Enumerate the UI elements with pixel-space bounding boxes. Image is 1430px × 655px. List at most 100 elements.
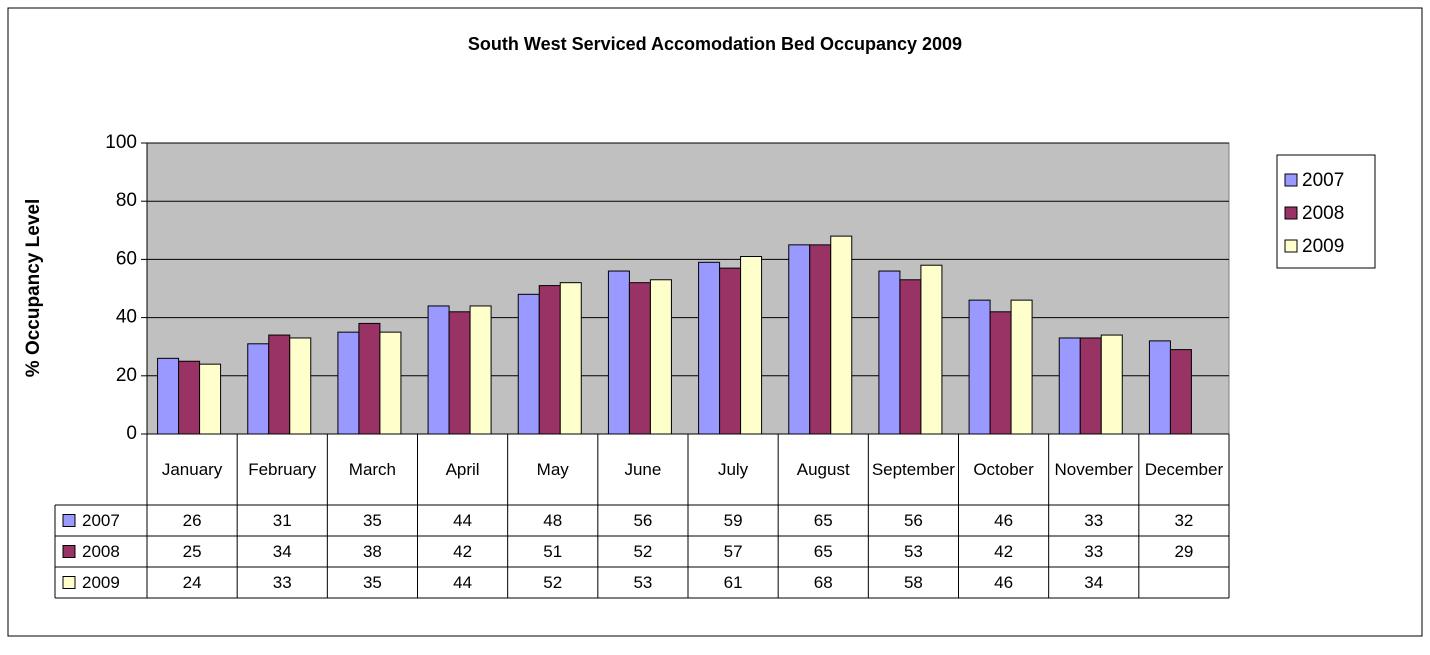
y-tick-label: 60 xyxy=(116,248,137,269)
table-value: 38 xyxy=(363,542,382,561)
category-label-box: April xyxy=(445,459,480,479)
table-value: 56 xyxy=(904,511,923,530)
category-label-box: July xyxy=(717,459,749,479)
table-value: 42 xyxy=(994,542,1013,561)
category-label-box: January xyxy=(161,459,223,479)
bar xyxy=(199,363,222,435)
table-value: 46 xyxy=(994,511,1013,530)
legend-key xyxy=(62,576,76,589)
table-value: 34 xyxy=(273,542,292,561)
bar xyxy=(1010,299,1033,435)
bar xyxy=(920,264,943,435)
table-row-label: 2008 xyxy=(82,542,120,561)
table-value: 68 xyxy=(814,573,833,592)
table-row-label: 2007 xyxy=(82,511,120,530)
legend-label: 2009 xyxy=(1302,236,1344,257)
bar xyxy=(1100,334,1123,435)
category-label: February xyxy=(248,459,317,479)
bar xyxy=(517,293,540,435)
bar xyxy=(379,331,402,435)
category-label-box: September xyxy=(871,459,955,479)
table-value: 34 xyxy=(1084,573,1103,592)
table-value: 57 xyxy=(724,542,743,561)
table-value: 24 xyxy=(183,573,202,592)
bar xyxy=(337,331,360,435)
category-label: October xyxy=(973,459,1034,479)
category-label: March xyxy=(348,459,397,479)
y-tick-label: 100 xyxy=(105,132,137,153)
category-label: November xyxy=(1054,459,1133,479)
category-label: August xyxy=(796,459,850,479)
bar xyxy=(178,360,201,435)
bar xyxy=(448,311,471,435)
bar xyxy=(968,299,991,435)
table-value: 58 xyxy=(904,573,923,592)
table-value: 33 xyxy=(273,573,292,592)
table-row-label: 2009 xyxy=(82,573,120,592)
table-value: 61 xyxy=(724,573,743,592)
bar xyxy=(878,270,901,435)
bar xyxy=(427,305,450,435)
legend-swatch xyxy=(1284,173,1298,187)
bar xyxy=(649,279,672,435)
y-tick-label: 0 xyxy=(126,423,137,444)
bar xyxy=(830,235,853,435)
bar xyxy=(740,255,763,435)
category-label-box: May xyxy=(536,459,569,479)
table-value: 52 xyxy=(543,573,562,592)
bar xyxy=(788,244,811,435)
table-value: 65 xyxy=(814,511,833,530)
table-value: 33 xyxy=(1084,542,1103,561)
table-value: 53 xyxy=(633,573,652,592)
category-label-box: December xyxy=(1144,459,1224,479)
table-value: 46 xyxy=(994,573,1013,592)
table-value: 25 xyxy=(183,542,202,561)
table-value: 26 xyxy=(183,511,202,530)
category-label: January xyxy=(161,459,223,479)
table-value: 65 xyxy=(814,542,833,561)
category-label-box: February xyxy=(248,459,317,479)
bar xyxy=(1169,349,1192,435)
table-value: 42 xyxy=(453,542,472,561)
category-label-box: August xyxy=(796,459,850,479)
table-value: 56 xyxy=(633,511,652,530)
bar xyxy=(289,337,312,435)
table-value: 48 xyxy=(543,511,562,530)
bar xyxy=(358,322,381,435)
category-label-box: October xyxy=(973,459,1034,479)
category-label: June xyxy=(624,459,662,479)
legend-label: 2007 xyxy=(1302,170,1344,191)
table-value: 31 xyxy=(273,511,292,530)
table-value: 51 xyxy=(543,542,562,561)
legend-swatch xyxy=(1284,239,1298,253)
category-label-box: March xyxy=(348,459,397,479)
table-value: 32 xyxy=(1174,511,1193,530)
table-value: 53 xyxy=(904,542,923,561)
bar xyxy=(607,270,630,435)
category-label: May xyxy=(536,459,569,479)
category-label: September xyxy=(871,459,955,479)
bar xyxy=(628,282,651,435)
table-value: 52 xyxy=(633,542,652,561)
bar xyxy=(559,282,582,435)
category-label: July xyxy=(717,459,749,479)
bar xyxy=(1058,337,1081,435)
table-value: 44 xyxy=(453,511,472,530)
y-tick-label: 40 xyxy=(116,307,137,328)
category-label-box: June xyxy=(624,459,662,479)
y-tick-label: 20 xyxy=(116,365,137,386)
table-value: 33 xyxy=(1084,511,1103,530)
table-value: 35 xyxy=(363,511,382,530)
bar xyxy=(719,267,742,435)
category-label: April xyxy=(445,459,480,479)
bar xyxy=(698,261,721,435)
y-tick-label: 80 xyxy=(116,190,137,211)
legend-key xyxy=(62,514,76,527)
category-label: December xyxy=(1144,459,1224,479)
legend-key xyxy=(62,545,76,558)
table-value: 35 xyxy=(363,573,382,592)
table-value: 59 xyxy=(724,511,743,530)
bar xyxy=(247,343,270,435)
